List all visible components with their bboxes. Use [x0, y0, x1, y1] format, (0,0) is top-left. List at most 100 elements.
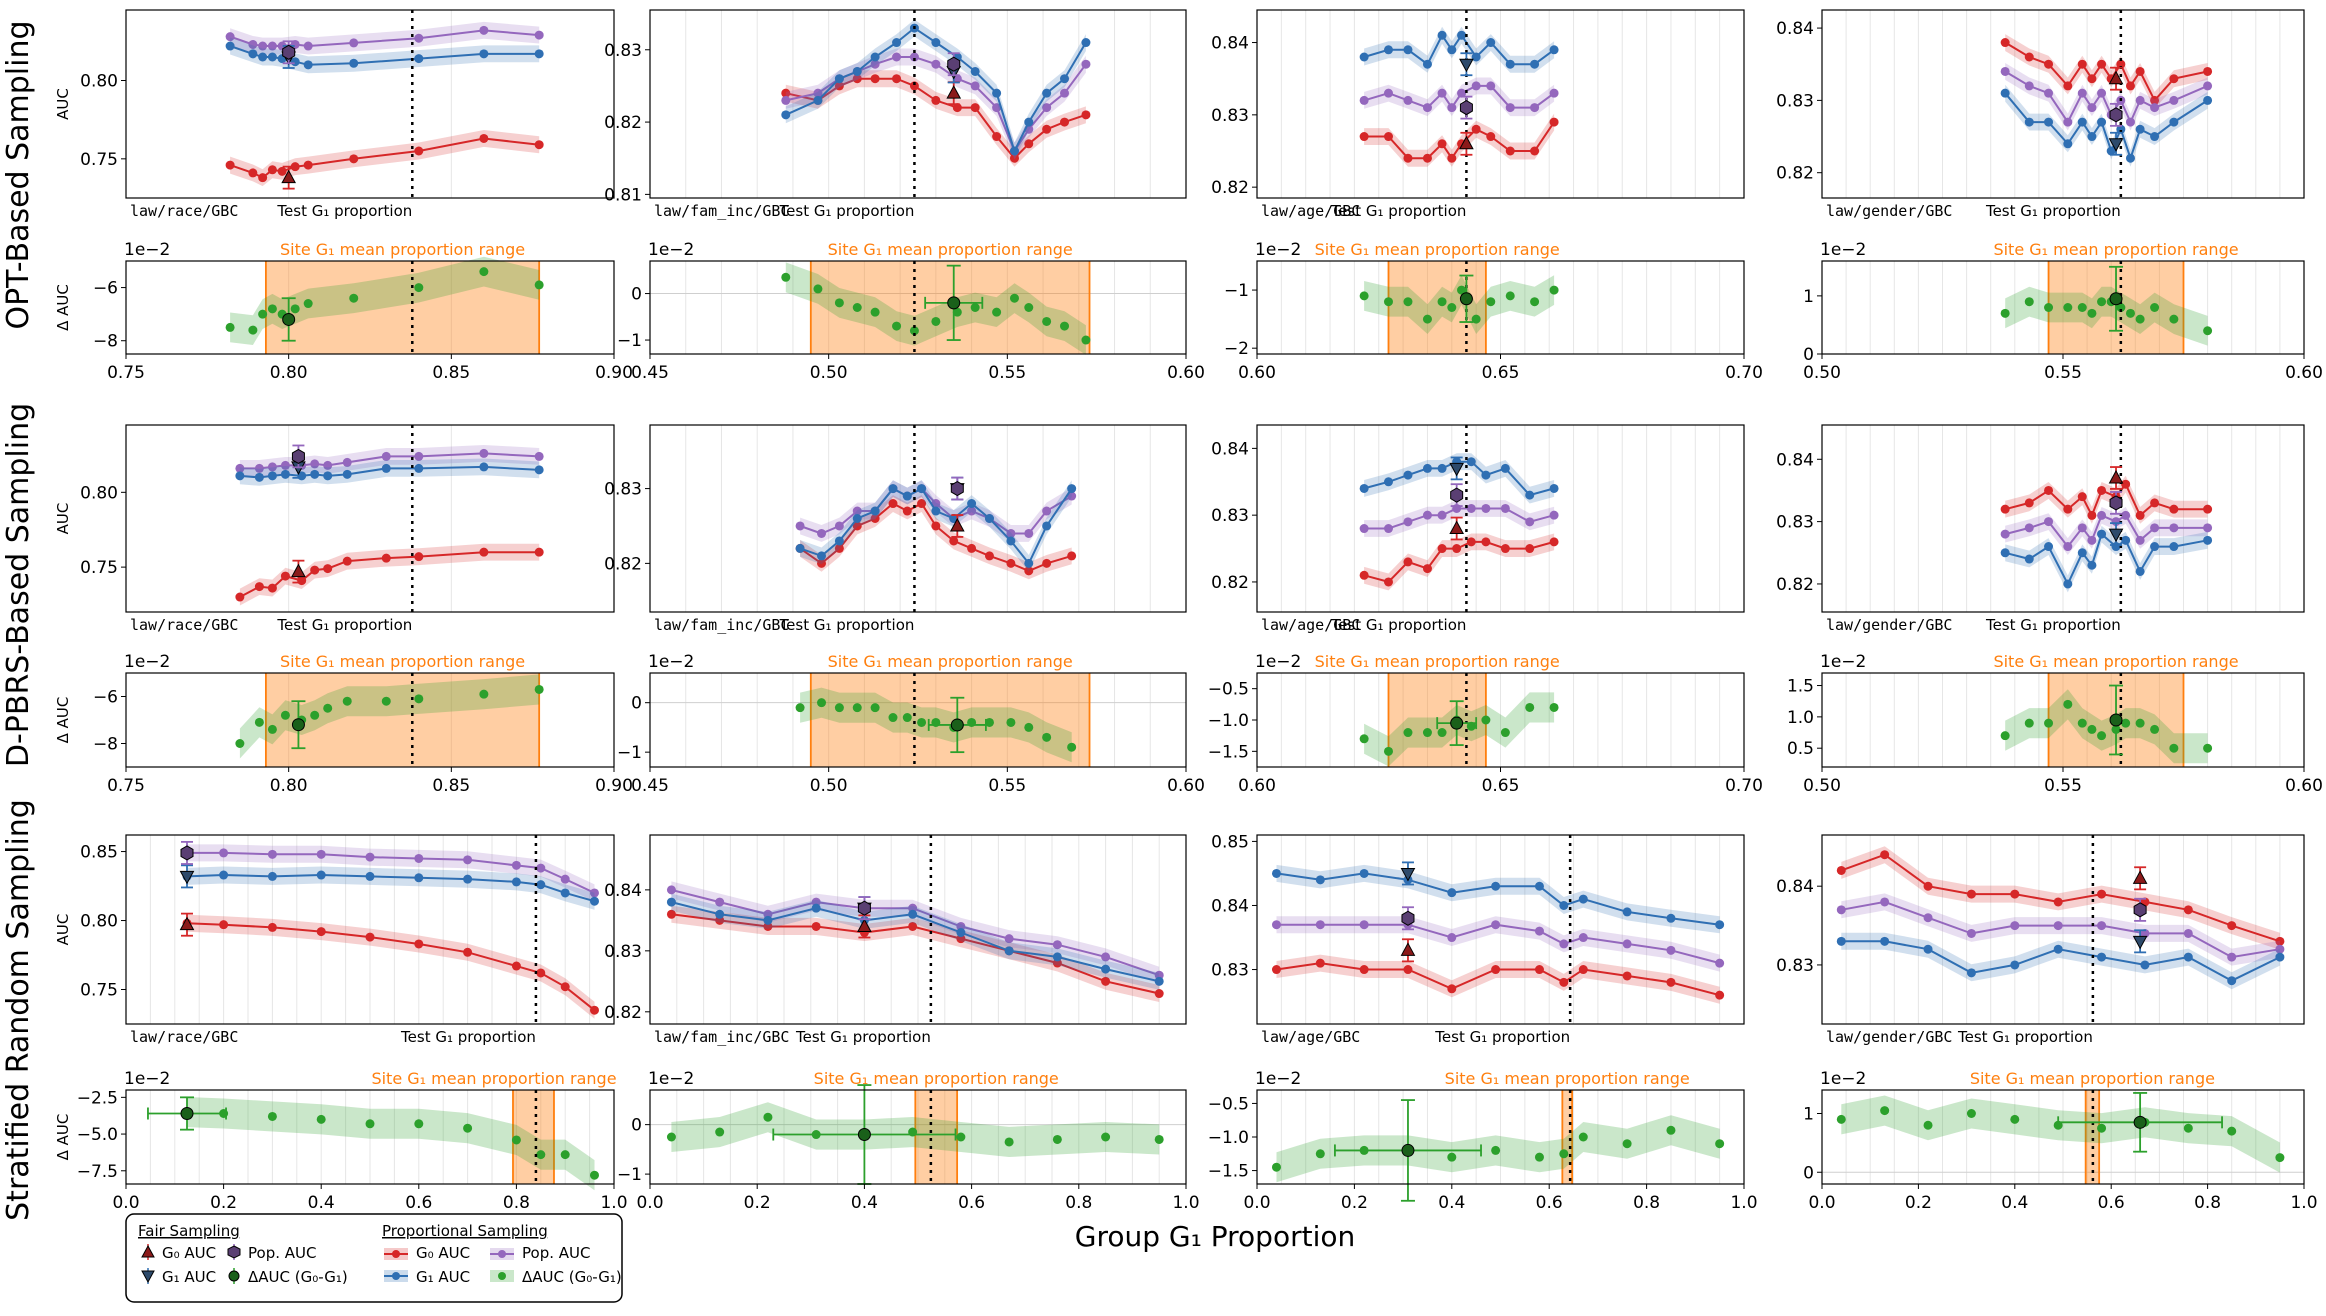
band-g1: [187, 866, 595, 910]
point-g1: [2063, 579, 2073, 589]
delta-ytick-label: 1.5: [1787, 677, 1814, 697]
line-g1: [799, 487, 1073, 566]
delta-plot-area: [126, 673, 614, 767]
panel-strat-age: 0.83 0.84 0.85 law/age/GBC Test G₁ proportio…: [1208, 832, 1758, 1213]
point-g0: [2121, 479, 2131, 489]
point-g0: [967, 543, 977, 553]
delta-point: [290, 304, 300, 314]
x-axis-label: Group G₁ Proportion: [1075, 1220, 1355, 1253]
point-pop: [2121, 510, 2131, 520]
point-g1: [2116, 124, 2126, 134]
scale-label: 1e−2: [1820, 240, 1866, 260]
legend-prop-g1: G₁ AUC: [384, 1268, 470, 1286]
legend-fair-delta-label: ΔAUC (G₀-G₁): [248, 1268, 348, 1286]
delta-ytick-label: −0.5: [1208, 680, 1249, 700]
delta-xtick-label: 1.0: [1730, 1193, 1757, 1213]
auc-panel-pbrs-gender: 0.82 0.83 0.84 law/gender/GBC Test G₁ propor…: [1776, 424, 2305, 634]
point-g1: [917, 484, 927, 494]
delta-point: [267, 1111, 277, 1121]
test-proportion-label: Test G₁ proportion: [779, 202, 915, 220]
delta-xtick-label: 0.45: [631, 776, 669, 796]
delta-xtick-label: 0.2: [1341, 1193, 1368, 1213]
point-pop: [1525, 517, 1535, 527]
fair-delta-marker: [947, 296, 961, 310]
dataset-label: law/race/GBC: [130, 1028, 238, 1046]
point-pop: [2203, 81, 2213, 91]
point-pop: [2183, 928, 2193, 938]
point-pop: [2140, 928, 2150, 938]
point-g1: [463, 874, 473, 884]
auc-frame: [1821, 834, 2305, 1025]
delta-point: [1359, 291, 1369, 301]
band-g1: [239, 458, 540, 486]
auc-ytick-label: 0.80: [80, 912, 118, 932]
delta-panel-strat-age: −1.5 −1.0 −0.5 0.0 0.2 0.4 0.6 0.8 1.0 1e−2 Site G…: [1208, 1069, 1758, 1213]
point-g1: [2140, 960, 2150, 970]
point-g1: [1578, 894, 1588, 904]
delta-point: [2135, 314, 2145, 324]
point-pop: [1422, 510, 1432, 520]
auc-ytick-label: 0.83: [1776, 956, 1814, 976]
point-g0: [1525, 544, 1535, 554]
delta-point: [870, 703, 880, 713]
test-proportion-label: Test G₁ proportion: [1434, 1028, 1570, 1046]
delta-xtick-label: 0.75: [107, 363, 145, 383]
delta-ytick-label: 0: [631, 1116, 642, 1136]
delta-frame: [1821, 1089, 2305, 1185]
point-g1: [870, 52, 880, 62]
point-g0: [1024, 566, 1034, 576]
point-pop: [715, 897, 725, 907]
point-g0: [2097, 889, 2107, 899]
point-g1: [381, 463, 391, 473]
delta-point: [235, 739, 245, 748]
point-g0: [888, 499, 898, 509]
point-g1: [560, 888, 570, 898]
point-g1: [2135, 566, 2145, 576]
point-g0: [811, 921, 821, 931]
delta-point: [1447, 1152, 1457, 1162]
point-pop: [1715, 958, 1725, 968]
line-pop: [1276, 923, 1720, 965]
point-g1: [1622, 907, 1632, 917]
point-g1: [219, 870, 229, 880]
point-g0: [1471, 124, 1481, 134]
band-g0: [239, 543, 540, 606]
auc-frame: [649, 9, 1187, 199]
point-g0: [479, 547, 489, 557]
delta-point: [1491, 1145, 1501, 1155]
delta-point: [1042, 732, 1052, 742]
site-range-band: [915, 1090, 958, 1184]
delta-point: [834, 298, 844, 308]
point-g0: [2169, 74, 2179, 84]
delta-ylabel: Δ AUC: [54, 1114, 72, 1161]
delta-panel-opt-gender: 0 1 0.50 0.55 0.60 1e−2 Site G₁ mean proportio…: [1803, 240, 2323, 383]
site-range-band: [265, 261, 540, 354]
point-g1: [2000, 88, 2010, 98]
delta-point: [589, 1170, 599, 1180]
point-g1: [1383, 477, 1393, 487]
delta-point: [534, 280, 544, 290]
point-g1: [1880, 936, 1890, 946]
point-g1: [970, 66, 980, 76]
delta-point: [560, 1150, 570, 1160]
point-g1: [254, 472, 264, 482]
fair-delta-marker: [857, 1128, 871, 1142]
delta-ytick-label: 1.0: [1787, 708, 1814, 728]
delta-point: [2121, 718, 2131, 728]
legend-prop-g1-label: G₁ AUC: [416, 1268, 470, 1286]
auc-ytick-label: 0.84: [604, 881, 642, 901]
auc-ytick-label: 0.83: [604, 41, 642, 61]
point-g1: [2150, 132, 2160, 142]
auc-ytick-label: 0.83: [1211, 106, 1249, 126]
delta-band: [2005, 286, 2208, 346]
point-pop: [1666, 945, 1676, 955]
point-pop: [1500, 503, 1510, 513]
point-g0: [1491, 965, 1501, 975]
test-proportion-label: Test G₁ proportion: [795, 1028, 931, 1046]
delta-point: [931, 316, 941, 326]
point-g1: [2063, 139, 2073, 149]
point-g1: [536, 880, 546, 890]
point-pop: [414, 853, 424, 863]
point-g0: [2024, 52, 2034, 62]
